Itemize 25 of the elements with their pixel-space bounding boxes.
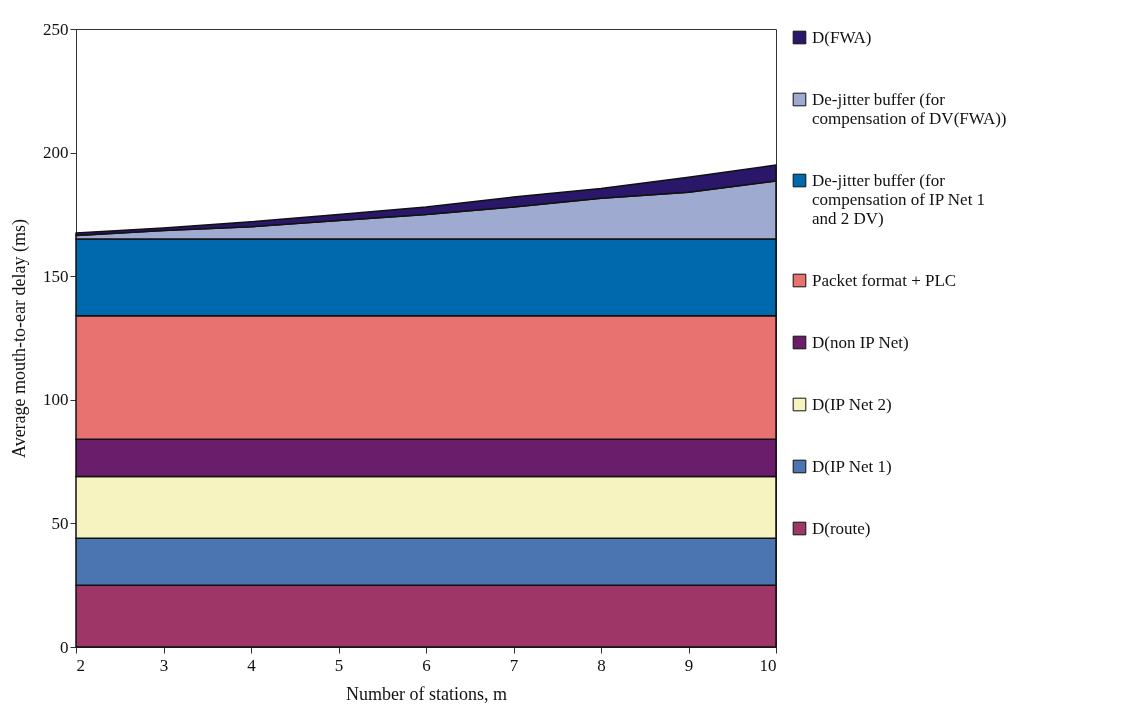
x-axis-title: Number of stations, m (346, 683, 507, 704)
x-tick-label: 5 (334, 655, 344, 675)
x-tick-label: 4 (247, 655, 257, 675)
legend-label: De-jitter buffer (for compensation of IP Net 1 and 2 DV) (812, 170, 986, 228)
legend-label: D(IP Net 1) (812, 456, 892, 476)
legend-label: D(IP Net 2) (812, 394, 892, 414)
legend-label: D(non IP Net) (812, 332, 909, 352)
legend-label: D(FWA) (812, 27, 872, 47)
x-tick-label: 10 (759, 655, 777, 675)
x-tick-label: 3 (159, 655, 169, 675)
y-tick-label: 200 (43, 143, 69, 163)
y-tick-label: 0 (60, 637, 69, 657)
x-tick-label: 2 (76, 655, 85, 675)
y-tick-label: 250 (43, 19, 69, 39)
x-tick-label: 7 (509, 655, 519, 675)
x-tick-label: 9 (684, 655, 694, 675)
y-tick-label: 50 (51, 513, 69, 533)
y-tick-label: 150 (43, 266, 69, 286)
legend-label: De-jitter buffer (for compensation of DV(FWA)) (812, 89, 1007, 128)
legend-label: D(route) (812, 518, 871, 538)
legend-label: Packet format + PLC (812, 270, 957, 290)
x-tick-label: 6 (422, 655, 431, 675)
y-axis-title: Average mouth-to-ear delay (ms) (9, 218, 30, 459)
y-tick-label: 100 (43, 390, 69, 410)
x-tick-label: 8 (597, 655, 606, 675)
